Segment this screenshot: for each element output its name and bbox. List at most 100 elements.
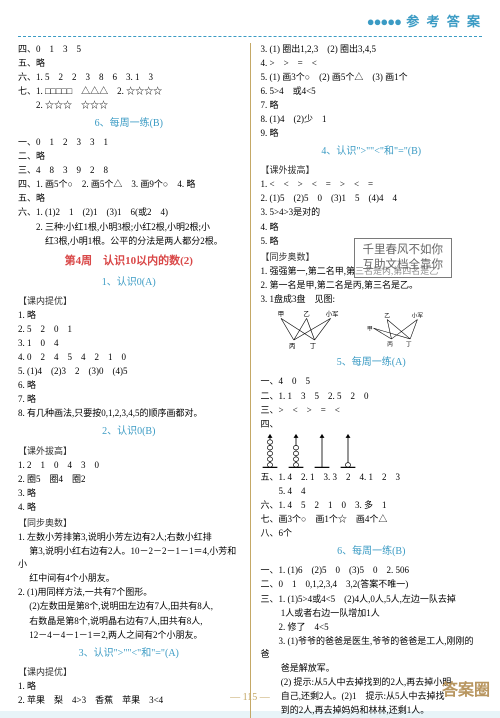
week-title: 第4周 认识10以内的数(2) — [18, 254, 240, 270]
text-line: 到的2人,再去掉妈妈和林林,还剩1人。 — [261, 704, 483, 717]
text-line: 2. 第一名是甲,第二名是丙,第三名是乙。 — [261, 279, 483, 292]
text-line: 7. 略 — [261, 99, 483, 112]
text-line: 红3根,小明1根。公平的分法是两人都分2根。 — [18, 235, 240, 248]
abacus-icon — [313, 433, 331, 469]
section-title: 4、认识">""<"和"="(B) — [261, 145, 483, 160]
abacus-icon — [287, 433, 305, 469]
text-line: 三、4 8 3 9 2 8 — [18, 164, 240, 177]
text-line: 一、1. (1)6 (2)5 0 (3)5 0 2. 506 — [261, 564, 483, 577]
text-line: 4. 略 — [261, 221, 483, 234]
svg-text:小军: 小军 — [411, 311, 423, 319]
text-line: 第3,说明小红右边有2人。10－2－2－1－1＝4,小芳和小 — [18, 545, 240, 571]
text-line: 5. (1)4 (2)3 2 (3)0 (4)5 — [18, 365, 240, 378]
section-title: 6、每周一练(B) — [261, 545, 483, 560]
text-line: 六、1. 4 5 2 1 0 3. 多 1 — [261, 499, 483, 512]
text-line: 一、0 1 2 3 3 1 — [18, 136, 240, 149]
text-line: 七、1. □□□□□ △△△ 2. ☆☆☆☆ — [18, 85, 240, 98]
text-line: 六、1. (1)2 1 (2)1 (3)1 6(或2 4) — [18, 206, 240, 219]
text-line: 1. 略 — [18, 309, 240, 322]
stamp-line: 互助文档全靠你 — [363, 258, 444, 273]
stamp-overlay: 千里春风不如你 互助文档全靠你 — [354, 238, 453, 278]
text-line: 3. (1) 圈出1,2,3 (2) 圈出3,4,5 — [261, 43, 483, 56]
text-line: 五、1. 4 2. 1 3. 3 2 4. 1 2 3 — [261, 471, 483, 484]
text-line: 9. 略 — [261, 127, 483, 140]
text-line: 6. 5>4 或4<5 — [261, 85, 483, 98]
left-column: 四、0 1 3 5 五、略 六、1. 5 2 2 3 8 6 3. 1 3 七、… — [18, 43, 240, 718]
header-title: 参 考 答 案 — [406, 14, 482, 29]
text-line: 2. 5 2 0 1 — [18, 323, 240, 336]
text-line: 六、1. 5 2 2 3 8 6 3. 1 3 — [18, 71, 240, 84]
svg-text:甲: 甲 — [277, 310, 283, 318]
text-line: 3. 1 0 4 — [18, 337, 240, 350]
text-line: 三、> < > = < — [261, 404, 483, 417]
text-line: 爸是解放军。 — [261, 662, 483, 675]
column-divider — [250, 43, 251, 718]
text-line: 8. 有几种画法,只要按0,1,2,3,4,5的顺序画都对。 — [18, 407, 240, 420]
tree-diagram-b: 甲 乙 小军 丙 丁 — [367, 308, 439, 351]
section-title: 6、每周一练(B) — [18, 117, 240, 132]
section-title: 2、认识0(B) — [18, 425, 240, 440]
text-line: 四、 — [261, 418, 483, 431]
text-line: 3. (1)爷爷的爸爸是医生,爷爷的爸爸是工人,刚刚的爸 — [261, 635, 483, 661]
svg-text:丁: 丁 — [309, 342, 315, 350]
text-line: 四、1. 画5个○ 2. 画5个△ 3. 画9个○ 4. 略 — [18, 178, 240, 191]
text-line: 2. 圈5 圈4 圈2 — [18, 473, 240, 486]
text-line: (2)左数田是第8个,说明田左边有7人,田共有8人, — [18, 600, 240, 613]
text-line: 1. < < > < = > < = — [261, 178, 483, 191]
text-line: 五、略 — [18, 57, 240, 70]
text-line: 6. 略 — [18, 379, 240, 392]
header-dots: ●●●●● — [367, 12, 401, 32]
stamp-line: 千里春风不如你 — [363, 243, 444, 258]
text-line: 四、0 1 3 5 — [18, 43, 240, 56]
abacus-icon — [339, 433, 357, 469]
text-line: 5. (1) 画3个○ (2) 画5个△ (3) 画1个 — [261, 71, 483, 84]
right-column: 3. (1) 圈出1,2,3 (2) 圈出3,4,5 4. > > = < 5.… — [261, 43, 483, 718]
text-line: 三、1. (1)5>4或4<5 (2)4人,0人,5人,左边一队去掉 — [261, 593, 483, 606]
text-line: 2. (1)5 (2)5 0 (3)1 5 (4)4 4 — [261, 192, 483, 205]
svg-text:乙: 乙 — [303, 310, 309, 318]
text-line: 1. 2 1 0 4 3 0 — [18, 459, 240, 472]
text-line: 红中间有4个小朋友。 — [18, 572, 240, 585]
text-line: 1. 左数小芳排第3,说明小芳左边有2人;右数小红排 — [18, 531, 240, 544]
svg-text:小军: 小军 — [325, 309, 338, 318]
bracket-label: 【课外拔高】 — [18, 445, 240, 458]
section-title: 3、认识">""<"和"="(A) — [18, 647, 240, 662]
page-header: ●●●●● 参 考 答 案 — [18, 12, 482, 37]
text-line: 右数晶是第8个,说明晶右边有7人,田共有8人, — [18, 615, 240, 628]
text-line: 2. (1)用同样方法,一共有7个图形。 — [18, 586, 240, 599]
svg-text:丁: 丁 — [405, 341, 411, 348]
text-line: 5. 4 4 — [261, 485, 483, 498]
page: ●●●●● 参 考 答 案 四、0 1 3 5 五、略 六、1. 5 2 2 3… — [0, 0, 500, 711]
page-number: — 115 — — [0, 690, 500, 705]
text-line: 八、6个 — [261, 527, 483, 540]
abacus-icon — [261, 433, 279, 469]
tree-diagrams: 甲 乙 小军 丙 丁 甲 乙 小军 — [261, 308, 483, 351]
text-line: 五、略 — [18, 192, 240, 205]
text-line: 7. 略 — [18, 393, 240, 406]
svg-text:丙: 丙 — [289, 342, 295, 350]
tree-diagram-a: 甲 乙 小军 丙 丁 — [273, 308, 345, 351]
text-line: 8. (1)4 (2)少 1 — [261, 113, 483, 126]
text-line: 2. 修了 4<5 — [261, 621, 483, 634]
text-line: 12－4－4－1－1＝2,两人之间有2个小朋友。 — [18, 629, 240, 642]
abacus-row — [261, 433, 483, 469]
text-line: 4. 略 — [18, 501, 240, 514]
text-line: 七、画3个○ 画1个☆ 画4个△ — [261, 513, 483, 526]
text-line: 4. > > = < — [261, 57, 483, 70]
svg-text:丙: 丙 — [387, 341, 393, 348]
text-line: 1人或者右边一队增加1人 — [261, 607, 483, 620]
text-line: 4. 0 2 4 5 4 2 1 0 — [18, 351, 240, 364]
svg-text:乙: 乙 — [384, 312, 390, 319]
text-line: 2. ☆☆☆ ☆☆☆ — [18, 99, 240, 112]
text-line: 3. 略 — [18, 487, 240, 500]
bracket-label: 【同步奥数】 — [18, 517, 240, 530]
text-line: 一、4 0 5 — [261, 375, 483, 388]
bracket-label: 【课内提优】 — [18, 666, 240, 679]
text-line: 3. 5>4>3是对的 — [261, 206, 483, 219]
watermark: 答案圈 — [442, 679, 490, 703]
svg-text:甲: 甲 — [367, 325, 373, 332]
text-line: 二、略 — [18, 150, 240, 163]
section-title: 5、每周一练(A) — [261, 356, 483, 371]
text-line: 二、0 1 0,1,2,3,4 3,2(答案不唯一) — [261, 578, 483, 591]
section-title: 1、认识0(A) — [18, 276, 240, 291]
